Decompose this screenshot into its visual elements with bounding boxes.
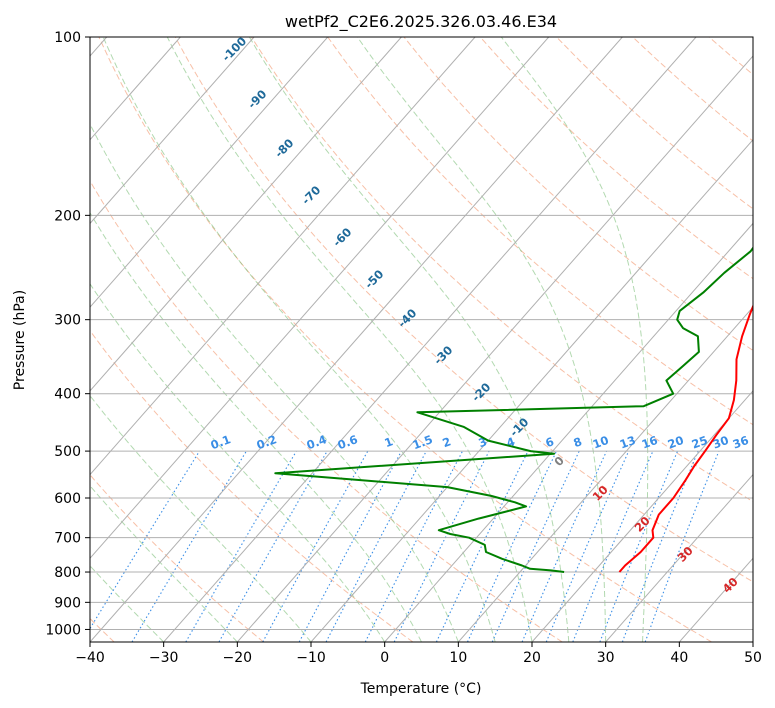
mixing-ratio-line [393, 450, 490, 642]
mixing-ratio-label: 0.1 [209, 432, 233, 452]
isotherm-line [90, 37, 550, 560]
dry-adiabat [174, 37, 753, 583]
moist-adiabat [90, 282, 386, 642]
temperature-line [618, 303, 753, 573]
x-axis-label: Temperature (°C) [360, 681, 482, 697]
moist-adiabat [356, 37, 607, 642]
mixing-ratio-label: 36 [731, 433, 751, 452]
mixing-ratio-line [621, 450, 699, 642]
dry-adiabat [327, 37, 753, 426]
mixing-ratio-line [644, 450, 720, 642]
dry-adiabat [98, 37, 712, 642]
mixing-ratio-label: 20 [666, 433, 686, 452]
x-tick-label: 10 [449, 650, 467, 666]
y-tick-label: 900 [54, 595, 81, 611]
isotherm-line [90, 37, 402, 392]
mixing-ratio-label: 13 [618, 433, 638, 452]
dry-adiabat [90, 179, 563, 642]
isotherm-line [90, 37, 255, 225]
mixing-ratio-label: 0.6 [336, 432, 360, 452]
moist-adiabat [90, 565, 165, 642]
isotherm-line [90, 37, 181, 141]
y-tick-label: 1000 [45, 622, 81, 638]
x-tick-label: −20 [223, 650, 253, 666]
mixing-ratio-label: 16 [640, 433, 660, 452]
x-tick-label: −10 [296, 650, 326, 666]
y-tick-label: 600 [54, 491, 81, 507]
y-tick-label: 700 [54, 531, 81, 547]
plot-frame [89, 36, 754, 643]
dry-adiabat [403, 37, 753, 352]
y-tick-label: 500 [54, 444, 81, 460]
isotherm-line [90, 37, 329, 308]
moist-adiabat [90, 211, 422, 642]
x-tick-label: −30 [149, 650, 179, 666]
y-axis-ticks: 100 200 300 400 500 600 700 800 900 1000 [45, 30, 90, 638]
mixing-ratio-line [572, 450, 654, 642]
moist-adiabat [166, 37, 533, 642]
y-tick-label: 200 [54, 208, 81, 224]
y-axis-label: Pressure (hPa) [12, 290, 28, 390]
x-axis-ticks: −40 −30 −20 −10 0 10 20 30 40 50 [75, 642, 762, 666]
mixing-ratio-label: 0.2 [255, 432, 279, 452]
grid-lines [90, 37, 753, 642]
moist-adiabat [90, 484, 238, 642]
y-tick-label: 800 [54, 565, 81, 581]
isotherm-line [531, 390, 753, 642]
mixing-ratio-label: 0.4 [305, 432, 329, 452]
isotherm-line [310, 138, 753, 642]
isotherm-line [236, 55, 753, 642]
isotherm-line [457, 306, 753, 642]
background-lines [90, 37, 753, 642]
isotherm-line [605, 473, 753, 642]
mixing-ratio-line [521, 450, 608, 642]
isotherm-line [90, 37, 476, 476]
y-tick-label: 400 [54, 387, 81, 403]
x-tick-label: 30 [597, 650, 615, 666]
profile-lines [274, 246, 753, 573]
mixing-ratio-line [364, 450, 463, 642]
mixing-ratio-label: 10 [591, 433, 611, 452]
x-tick-label: 0 [380, 650, 389, 666]
mixing-ratio-line [90, 450, 200, 630]
mixing-ratio-label: 25 [690, 433, 710, 452]
chart-title: wetPf2_C2E6.2025.326.03.46.E34 [285, 12, 557, 32]
dewpoint-line [274, 246, 753, 573]
x-tick-label: −40 [75, 650, 105, 666]
mixing-ratio-line [545, 450, 630, 642]
moist-adiabat [500, 37, 649, 642]
y-tick-label: 100 [54, 30, 81, 46]
mixing-ratio-line [218, 450, 328, 642]
mixing-ratio-line [599, 450, 679, 642]
dry-adiabat [90, 474, 264, 642]
isotherm-line [90, 37, 623, 642]
mixing-ratio-line [298, 450, 402, 642]
x-tick-label: 20 [523, 650, 541, 666]
isotherm-line [384, 222, 753, 642]
x-tick-label: 40 [670, 650, 688, 666]
moist-adiabat [90, 123, 459, 642]
mixing-ratio-label: 1.5 [411, 432, 435, 452]
mixing-ratio-line [262, 450, 369, 642]
moist-adiabat [248, 37, 570, 642]
y-tick-label: 300 [54, 313, 81, 329]
x-tick-label: 50 [744, 650, 762, 666]
isotherm-line [163, 37, 697, 642]
